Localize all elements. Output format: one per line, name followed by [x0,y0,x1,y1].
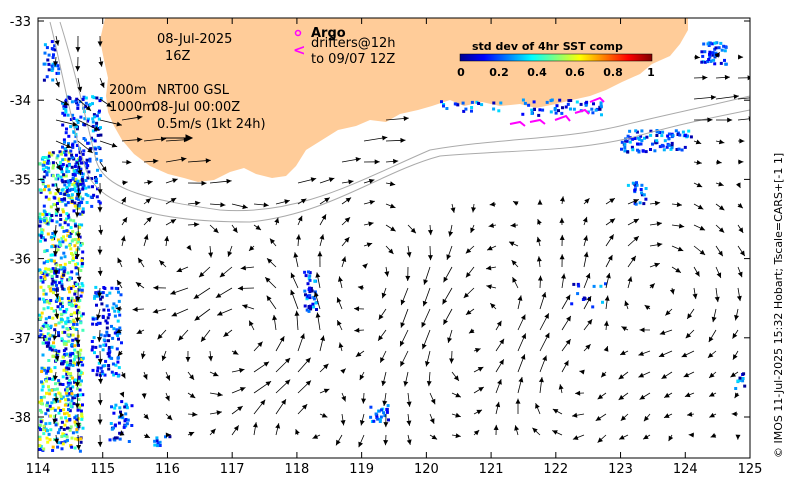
colorbar-tick-label: 0.8 [603,66,623,79]
isobath-1000-label: 1000m [109,100,155,115]
colorbar-tick-label: 0.2 [489,66,509,79]
colorbar [459,53,653,62]
lat-tick-label: -36 [10,253,31,268]
date-label: 08-Jul-2025 [157,32,232,47]
drifter-tracks [509,96,605,127]
colorbar-tick-label: 0 [457,66,465,79]
credit-text: © IMOS 11-Jul-2025 15:32 Hobart; Tscale=… [772,153,785,458]
argo-marker [294,29,302,37]
drifters-label: drifters@12h [311,36,396,51]
colorbar-tick-label: 1 [647,66,655,79]
lat-tick-label: -34 [10,94,31,109]
lon-tick-label: 116 [155,462,180,477]
drifter-symbol: < [293,41,306,59]
lon-tick-label: 114 [26,462,51,477]
colorbar-title: std dev of 4hr SST comp [472,40,623,53]
product-time-label: 08-Jul 00:00Z [152,100,240,115]
time-label: 16Z [165,49,191,64]
lat-tick-label: -38 [10,411,31,426]
lat-tick-label: -37 [10,332,31,347]
lon-tick-label: 117 [220,462,245,477]
scale-arrow [163,134,194,142]
isobath-1000m [49,21,750,223]
current-vectors [52,35,750,451]
lon-tick-label: 120 [414,462,439,477]
lon-tick-label: 122 [543,462,568,477]
axis-ticks: 114 115 116 117 118 119 120 121 122 123 124 125 -33 -… [10,15,763,477]
lon-tick-label: 121 [479,462,504,477]
lon-tick-label: 123 [608,462,633,477]
lon-tick-label: 119 [349,462,374,477]
lon-tick-label: 124 [673,462,698,477]
colorbar-tick-label: 0.4 [527,66,547,79]
lat-tick-label: -33 [10,15,31,30]
drifters-to-label: to 09/07 12Z [311,52,395,67]
lon-tick-label: 118 [284,462,309,477]
lon-tick-label: 115 [90,462,115,477]
colorbar-tick-label: 0.6 [565,66,585,79]
colorbar-ticks: 0 0.2 0.4 0.6 0.8 1 [457,66,655,79]
plot-frame [37,17,751,459]
lat-tick-label: -35 [10,173,31,188]
scale-label: 0.5m/s (1kt 24h) [157,117,266,132]
sst-speckle-layer [38,40,747,453]
lon-tick-label: 125 [738,462,763,477]
argo-label: Argo [311,26,346,41]
isobath-200m [59,21,750,212]
isobath-200-label: 200m [109,83,146,98]
product-label: NRT00 GSL [157,83,230,98]
